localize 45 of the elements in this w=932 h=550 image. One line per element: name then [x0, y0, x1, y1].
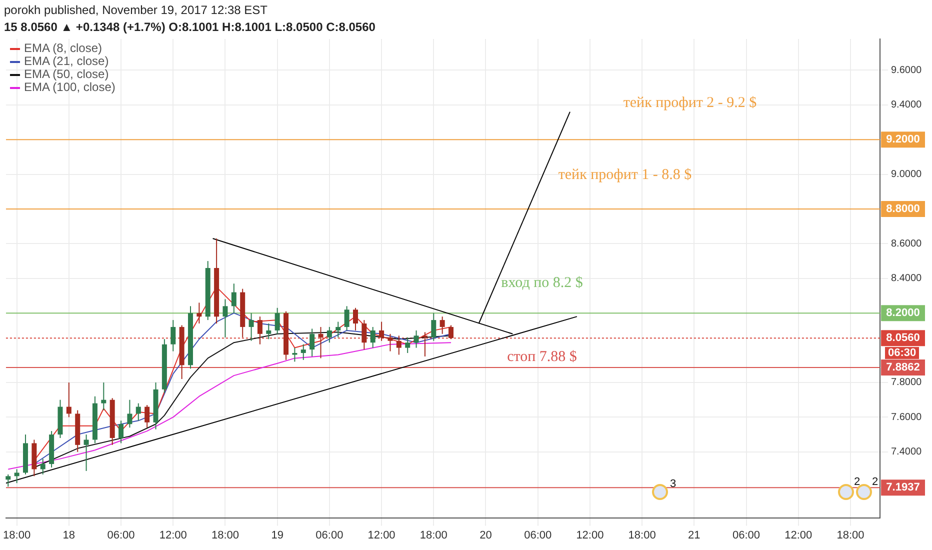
x-tick-label: 12:00	[159, 529, 187, 542]
annotation: тейк профит 2 - 9.2 $	[623, 94, 758, 111]
legend-label: EMA (100, close)	[24, 80, 116, 94]
x-tick-label: 18:00	[3, 529, 31, 542]
ref-line-label: 9.2000	[886, 134, 920, 146]
x-tick-label: 18:00	[211, 529, 239, 542]
annotation: 2	[872, 476, 878, 488]
x-tick-label: 19	[271, 529, 284, 542]
x-tick-label: 06:00	[107, 529, 135, 542]
y-tick-label: 9.6000	[891, 64, 922, 76]
ref-line-label: 8.0560	[886, 332, 920, 344]
ref-line-label: 8.8000	[886, 203, 920, 216]
ref-line-label: 7.8862	[886, 362, 920, 374]
annotation: тейк профит 1 - 8.8 $	[558, 166, 692, 183]
x-tick-label: 18	[62, 529, 76, 542]
y-tick-label: 8.4000	[891, 273, 922, 284]
chart-subtitle: 15 8.0560 ▲ +0.1348 (+1.7%) O:8.1001 H:8.1001 L:8.0500 C:8.0560	[4, 19, 376, 36]
x-tick-label: 12:00	[368, 529, 396, 542]
annotation: 2	[854, 476, 860, 488]
x-tick-label: 20	[480, 529, 492, 542]
ref-line-label: 8.2000	[886, 307, 920, 320]
x-tick-label: 18:00	[628, 529, 656, 542]
legend-label: EMA (8, close)	[24, 41, 102, 55]
legend-label: EMA (21, close)	[24, 54, 109, 68]
ref-line-label: 7.1937	[886, 482, 920, 494]
y-tick-label: 8.6000	[891, 238, 922, 250]
y-tick-label: 9.0000	[891, 169, 922, 180]
x-tick-label: 12:00	[576, 529, 604, 542]
x-tick-label: 06:00	[524, 529, 552, 542]
y-tick-label: 7.4000	[891, 446, 922, 458]
y-tick-label: 9.4000	[891, 100, 922, 111]
x-tick-label: 18:00	[420, 529, 448, 542]
chart-title: porokh published, November 19, 2017 12:38 EST	[4, 2, 269, 19]
annotation: стоп 7.88 $	[507, 348, 578, 365]
y-tick-label: 7.6000	[891, 412, 922, 423]
x-tick-label: 06:00	[732, 529, 760, 542]
annotation: 3	[670, 478, 676, 490]
x-tick-label: 06:00	[316, 529, 344, 542]
annotation: вход по 8.2 $	[501, 274, 584, 291]
legend-label: EMA (50, close)	[24, 67, 109, 81]
text: 06:30	[885, 347, 920, 360]
x-tick-label: 12:00	[784, 529, 812, 542]
y-tick-label: 7.8000	[891, 377, 922, 388]
x-tick-label: 21	[688, 529, 700, 542]
x-tick-label: 18:00	[836, 529, 864, 542]
